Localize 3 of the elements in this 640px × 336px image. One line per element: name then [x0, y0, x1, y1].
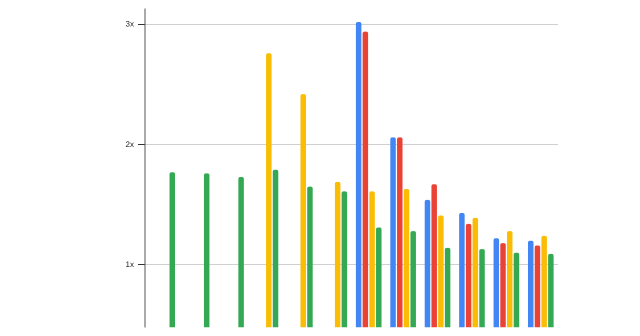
- y-tick-label: 1x: [126, 260, 134, 269]
- y-tick-label: 3x: [126, 20, 134, 29]
- y-tick-label: 2x: [126, 140, 134, 149]
